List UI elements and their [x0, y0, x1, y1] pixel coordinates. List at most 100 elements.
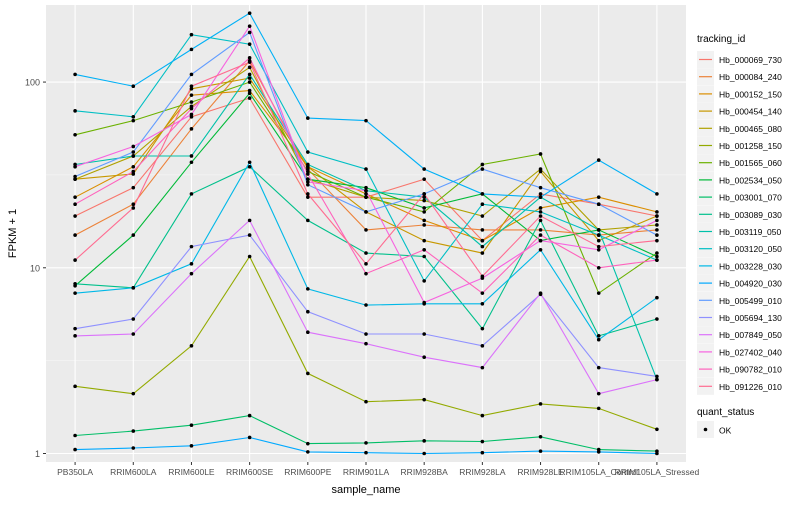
data-point [131, 169, 136, 174]
data-point [655, 317, 659, 321]
data-point [538, 167, 543, 171]
data-point [306, 182, 310, 187]
data-point [306, 287, 310, 291]
legend-label: Hb_003119_050 [719, 227, 782, 237]
legend-label: Hb_002534_050 [719, 175, 782, 185]
data-point [422, 238, 426, 243]
data-point [538, 228, 543, 232]
data-point [655, 427, 659, 432]
y-tick-label: 100 [25, 78, 40, 88]
data-point [655, 223, 659, 227]
data-point [131, 150, 136, 154]
data-point [596, 202, 601, 206]
data-point [596, 337, 601, 342]
data-point [422, 451, 426, 456]
data-point [73, 164, 77, 169]
x-tick-label: RRIM600LE [168, 467, 215, 477]
data-point [73, 447, 77, 452]
data-point [306, 172, 310, 176]
data-point [538, 247, 543, 252]
data-point [364, 262, 368, 266]
data-point [189, 192, 194, 196]
data-point [422, 397, 426, 402]
data-point [364, 195, 368, 199]
data-point [538, 192, 543, 196]
data-point [364, 118, 368, 123]
data-point [422, 198, 426, 203]
legend-label: Hb_005499_010 [719, 296, 782, 306]
data-point [131, 332, 136, 336]
data-point [596, 233, 601, 237]
data-point [364, 399, 368, 404]
data-point [480, 214, 485, 218]
data-point [247, 11, 252, 15]
x-tick-label: RRIM600LA [110, 467, 157, 477]
data-point [480, 192, 485, 196]
data-point [306, 180, 310, 184]
data-point [73, 109, 77, 113]
data-point [480, 301, 485, 306]
data-point [73, 133, 77, 137]
data-point [189, 127, 194, 131]
data-point [596, 158, 601, 162]
data-point [131, 317, 136, 321]
data-point [189, 344, 194, 348]
data-point [364, 228, 368, 232]
legend-label: Hb_000084_240 [719, 72, 782, 82]
data-point [73, 174, 77, 179]
data-point [480, 244, 485, 249]
data-point [247, 42, 252, 46]
data-point [422, 439, 426, 443]
data-point [247, 60, 252, 64]
data-point [247, 254, 252, 259]
data-point [73, 384, 77, 389]
data-point [480, 238, 485, 243]
data-point [364, 188, 368, 193]
legend-label: Hb_091226_010 [719, 382, 782, 392]
data-point [538, 214, 543, 218]
data-point [364, 303, 368, 307]
legend-label: Hb_005694_130 [719, 313, 782, 323]
data-point [131, 118, 136, 123]
data-point [247, 233, 252, 237]
data-point [364, 192, 368, 196]
data-point [422, 223, 426, 227]
y-axis: 1 10 100 [25, 78, 46, 459]
data-point [131, 115, 136, 119]
data-point [247, 72, 252, 77]
x-tick-label: RRIM928BA [401, 467, 449, 477]
legend-label: Hb_027402_040 [719, 347, 782, 357]
data-point [189, 100, 194, 104]
x-tick-label: RRIM928LE [517, 467, 564, 477]
data-point [306, 177, 310, 181]
data-point [306, 195, 310, 199]
data-point [655, 233, 659, 237]
data-point [480, 274, 485, 279]
data-point [189, 262, 194, 266]
data-point [655, 238, 659, 243]
x-tick-label: RRIM105LA_Control [560, 467, 639, 477]
data-point [596, 244, 601, 249]
x-tick-label: RRIM105LA_Stressed [615, 467, 700, 477]
data-point [480, 162, 485, 167]
data-point [189, 444, 194, 448]
data-point [538, 449, 543, 453]
data-point [247, 96, 252, 100]
data-point [247, 80, 252, 84]
legend-label: Hb_007849_050 [719, 330, 782, 340]
data-point [422, 210, 426, 214]
data-point [73, 433, 77, 438]
data-point [480, 291, 485, 295]
data-point [364, 185, 368, 190]
data-point [306, 116, 310, 120]
quant-status-title: quant_status [697, 407, 754, 418]
legend-label: Hb_003001_070 [719, 193, 782, 203]
x-tick-label: RRIM600SE [226, 467, 274, 477]
data-point [189, 244, 194, 249]
data-point [480, 202, 485, 206]
data-point [189, 423, 194, 428]
data-point [73, 291, 77, 295]
data-point [189, 84, 194, 89]
data-point [422, 218, 426, 223]
